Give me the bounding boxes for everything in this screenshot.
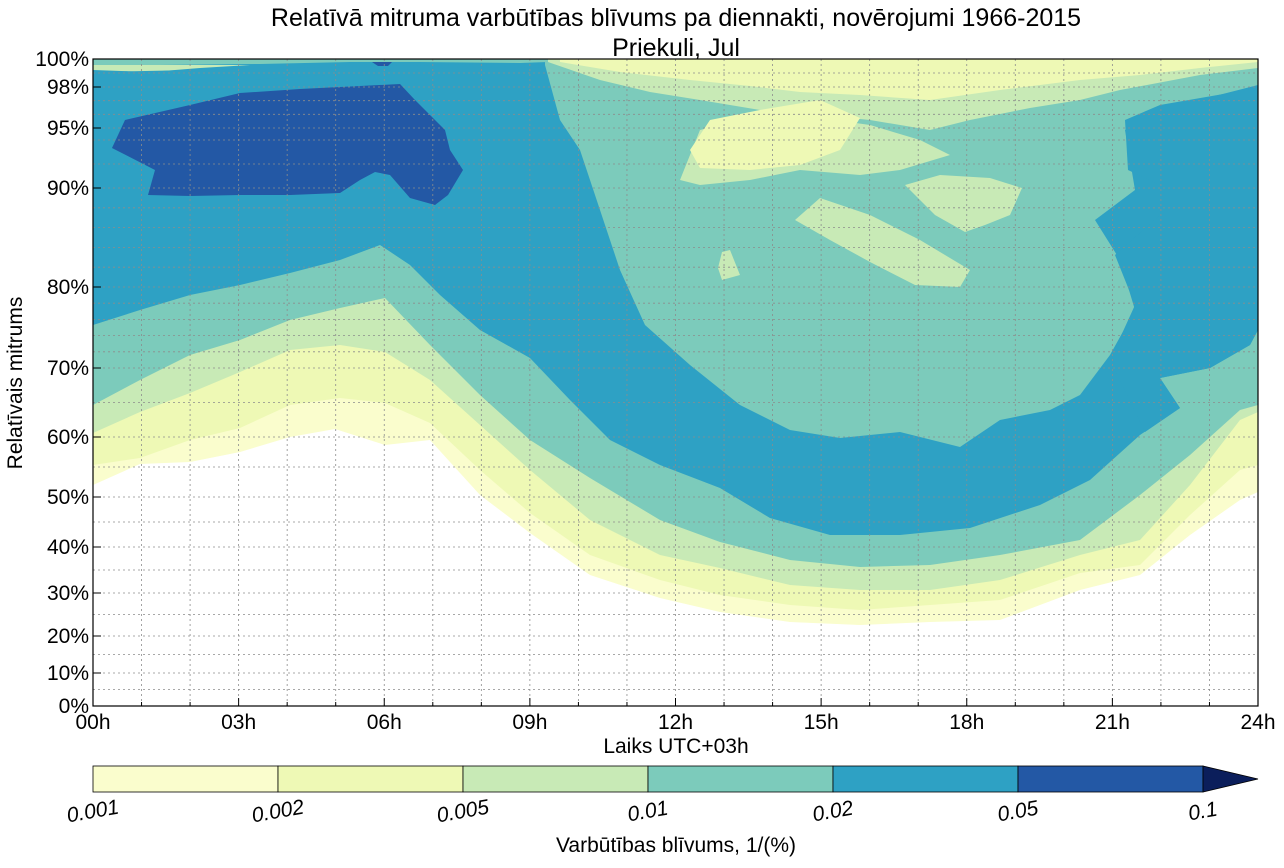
contour-band-0.002-upper — [560, 59, 1258, 170]
x-tick-label: 21h — [1095, 711, 1130, 734]
contour-strip-top-2 — [93, 65, 250, 72]
contour-island-a — [905, 175, 1022, 232]
colorbar-tick-label: 0.05 — [996, 797, 1041, 827]
colorbar-segment — [647, 765, 834, 793]
contour-island-b — [795, 198, 970, 287]
y-tick-label: 80% — [47, 276, 89, 299]
contour-strip-top — [93, 59, 548, 66]
y-tick-label: 95% — [47, 117, 89, 140]
colorbar-extend-arrow — [1202, 765, 1259, 793]
x-axis-label: Laiks UTC+03h — [603, 735, 748, 758]
colorbar-tick-label: 0.002 — [250, 796, 306, 828]
x-tick-label: 12h — [658, 711, 693, 734]
colorbar-tick-label: 0.005 — [435, 796, 491, 828]
y-tick-label: 30% — [47, 582, 89, 605]
x-tick-label: 15h — [804, 711, 839, 734]
colorbar-segment — [1017, 765, 1204, 793]
x-tick-label: 06h — [367, 711, 402, 734]
colorbar-segment — [832, 765, 1019, 793]
x-tick-label: 18h — [949, 711, 984, 734]
y-axis-ticks: 0% 10% 20% 30% 40% 50% 60% 70% 80% 90% 95% 98% 100% — [35, 48, 101, 718]
x-axis-ticks: 00h 03h 06h 09h 12h 15h 18h 21h 24h — [75, 698, 1276, 734]
y-tick-label: 40% — [47, 536, 89, 559]
colorbar-segment — [277, 765, 464, 793]
colorbar-segment — [462, 765, 649, 793]
y-tick-label: 98% — [47, 76, 89, 99]
y-tick-label: 20% — [47, 625, 89, 648]
x-tick-label: 24h — [1240, 711, 1275, 734]
colorbar-tick-label: 0.01 — [626, 797, 670, 827]
y-tick-label: 90% — [47, 177, 89, 200]
y-tick-label: 10% — [47, 662, 89, 685]
chart-subtitle: Priekuli, Jul — [612, 34, 740, 62]
colorbar: 0.001 0.002 0.005 0.01 0.02 0.05 0.1 — [65, 765, 1259, 828]
y-tick-label: 100% — [35, 48, 89, 71]
x-tick-label: 03h — [221, 711, 256, 734]
contour-island-c — [718, 250, 740, 280]
colorbar-tick-label: 0.1 — [1187, 798, 1220, 826]
y-axis-label: Relatīvais mitrums — [4, 297, 27, 470]
contour-top-dot — [372, 62, 392, 66]
grid — [92, 58, 1259, 706]
chart-title: Relatīvā mitruma varbūtības blīvums pa d… — [271, 4, 1081, 32]
x-tick-label: 09h — [512, 711, 547, 734]
y-tick-label: 70% — [47, 357, 89, 380]
colorbar-segment — [92, 765, 279, 793]
x-tick-label: 00h — [75, 711, 110, 734]
colorbar-tick-label: 0.001 — [65, 796, 121, 828]
y-tick-label: 0% — [59, 695, 89, 718]
contour-strip-top-3 — [93, 63, 545, 90]
contour-band-0.02-upper — [1110, 88, 1258, 432]
y-tick-label: 60% — [47, 426, 89, 449]
y-tick-label: 50% — [47, 486, 89, 509]
colorbar-label: Varbūtības blīvums, 1/(%) — [556, 834, 796, 857]
colorbar-tick-label: 0.02 — [811, 797, 856, 827]
